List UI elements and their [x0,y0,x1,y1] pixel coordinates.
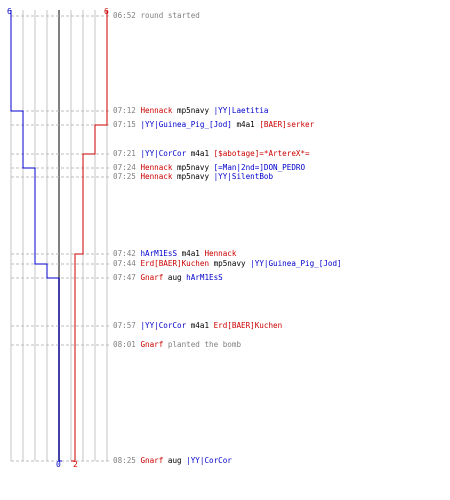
timeline-grid [10,10,108,461]
event-text: Gnarf [140,456,164,465]
log-row: 08:25 Gnarf aug |YY|CorCor [113,456,232,465]
event-time: 07:57 [113,321,136,330]
event-time: 08:25 [113,456,136,465]
log-row: 07:44 Erd[BAER]Kuchen mp5navy |YY|Guinea… [113,259,342,268]
event-text: Gnarf [140,340,164,349]
event-time: 08:01 [113,340,136,349]
event-text: Hennack [140,163,173,172]
event-text: aug [163,273,187,282]
log-row: 07:25 Hennack mp5navy |YY|SilentBob [113,172,273,181]
log-row: 07:24 Hennack mp5navy [=Man|2nd=]DON_PED… [113,163,305,172]
event-text: m4a1 [231,120,260,129]
red-end-count: 2 [73,460,78,469]
event-time: 07:47 [113,273,136,282]
event-text: m4a1 [186,321,214,330]
log-row: 07:42 hArM1EsS m4a1 Hennack [113,249,236,258]
event-text: m4a1 [177,249,205,258]
event-text: planted the bomb [163,340,242,349]
event-text: Hennack [140,172,173,181]
event-text: m4a1 [186,149,214,158]
red-start-count: 6 [104,7,109,16]
event-time: 06:52 [113,11,136,20]
log-row: 08:01 Gnarf planted the bomb [113,340,241,349]
event-text: [$abotage]=*ArtereX*= [213,149,310,158]
blue-start-count: 6 [7,7,12,16]
event-text: |YY|CorCor [140,149,187,158]
event-text: Hennack [140,106,173,115]
event-text: mp5navy [172,106,214,115]
event-time: 07:15 [113,120,136,129]
log-row: 07:57 |YY|CorCor m4a1 Erd[BAER]Kuchen [113,321,282,330]
event-time: 07:25 [113,172,136,181]
event-text: mp5navy [209,259,251,268]
event-text: |YY|CorCor [140,321,187,330]
blue-team-line [10,10,62,462]
event-text: |YY|Guinea_Pig_[Jod] [250,259,342,268]
event-time: 07:12 [113,106,136,115]
event-text: Erd[BAER]Kuchen [140,259,210,268]
event-text: [=Man|2nd=]DON_PEDRO [213,163,306,172]
log-row: 07:15 |YY|Guinea_Pig_[Jod] m4a1 [BAER]se… [113,120,314,129]
event-text: hArM1EsS [186,273,223,282]
log-row: 07:12 Hennack mp5navy |YY|Laetitia [113,106,268,115]
event-text: mp5navy [172,172,214,181]
blue-end-count: 0 [56,460,61,469]
event-text: Gnarf [140,273,164,282]
event-dash-lines [11,15,111,462]
event-time: 07:24 [113,163,136,172]
event-text: |YY|Guinea_Pig_[Jod] [140,120,232,129]
log-row: 06:52 round started [113,11,200,20]
event-time: 07:44 [113,259,136,268]
event-text: hArM1EsS [140,249,178,258]
event-text: [BAER]serker [259,120,315,129]
event-text: mp5navy [172,163,214,172]
event-text: |YY|SilentBob [213,172,274,181]
event-text: aug [163,456,187,465]
event-text: |YY|Laetitia [213,106,269,115]
event-text: Erd[BAER]Kuchen [213,321,283,330]
event-text: Hennack [204,249,237,258]
event-text: round started [140,11,200,20]
event-time: 07:21 [113,149,136,158]
event-text: |YY|CorCor [186,456,232,465]
log-row: 07:47 Gnarf aug hArM1EsS [113,273,223,282]
log-row: 07:21 |YY|CorCor m4a1 [$abotage]=*Artere… [113,149,310,158]
red-team-line [71,10,108,462]
event-time: 07:42 [113,249,136,258]
